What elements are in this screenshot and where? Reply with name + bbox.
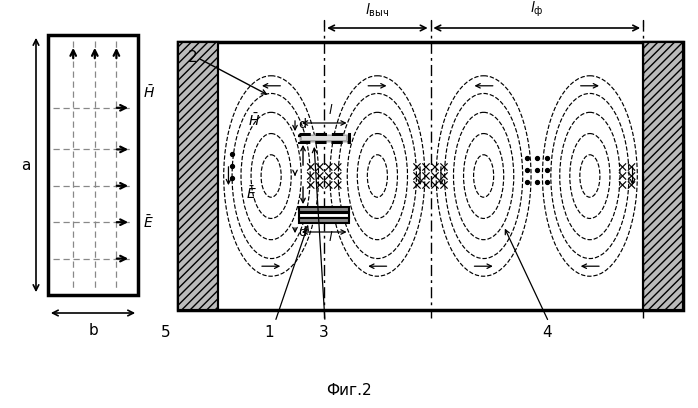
Text: Фиг.2: Фиг.2 <box>326 383 372 398</box>
Text: b: b <box>88 323 98 338</box>
Text: d: d <box>298 226 306 239</box>
Bar <box>299 207 350 212</box>
Text: d: d <box>298 118 306 131</box>
Text: a: a <box>22 157 31 173</box>
Bar <box>48 35 138 295</box>
Bar <box>299 213 350 218</box>
Text: l: l <box>328 231 332 244</box>
Bar <box>299 218 350 223</box>
Bar <box>178 42 218 310</box>
Text: 5: 5 <box>161 325 171 340</box>
Text: $\bar{H}$: $\bar{H}$ <box>143 84 155 101</box>
Text: 3: 3 <box>319 325 329 340</box>
Text: $\bar{E}$: $\bar{E}$ <box>143 214 154 231</box>
Bar <box>178 42 218 310</box>
Text: $l_{\text{ф}}$: $l_{\text{ф}}$ <box>530 0 544 19</box>
Text: l: l <box>328 104 332 117</box>
Text: $\bar{E}$: $\bar{E}$ <box>246 186 257 202</box>
Bar <box>299 134 350 142</box>
Bar <box>302 136 346 140</box>
Text: $l_{\text{выч}}$: $l_{\text{выч}}$ <box>365 2 389 19</box>
Bar <box>178 42 683 310</box>
Text: 2: 2 <box>188 50 198 65</box>
Text: $\bar{H}$: $\bar{H}$ <box>248 113 260 129</box>
Bar <box>643 42 683 310</box>
Text: 4: 4 <box>542 325 551 340</box>
Bar <box>643 42 683 310</box>
Text: 1: 1 <box>265 325 274 340</box>
